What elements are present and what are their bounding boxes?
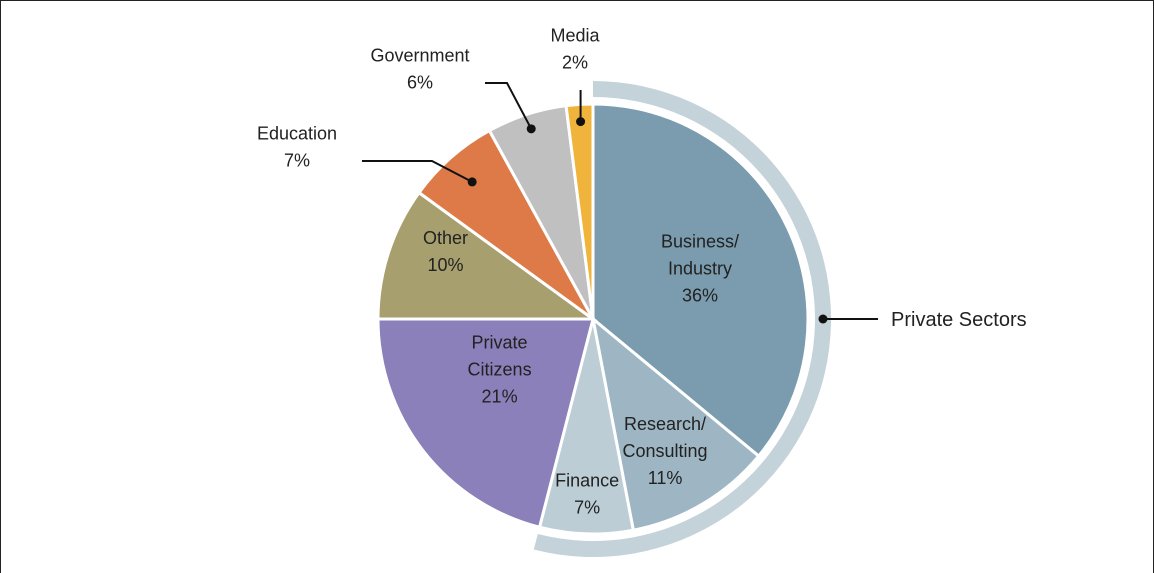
slice-media xyxy=(564,102,595,320)
label-business-industry: Business/Industry 36% xyxy=(661,232,739,306)
leader-layer xyxy=(362,82,878,324)
leader-dot-media xyxy=(576,117,586,127)
label-media: Media 2% xyxy=(550,26,600,73)
slice-research-consulting xyxy=(590,315,761,532)
label-private-citizens: Private Citizens 21% xyxy=(468,332,532,406)
label-government: Government 6% xyxy=(370,46,469,93)
leader-dot-government xyxy=(526,124,536,134)
leader-line-education xyxy=(362,160,473,183)
label-private-sectors: Private Sectors xyxy=(891,309,1027,331)
leader-dot-private-sectors xyxy=(818,314,828,324)
label-research-consulting: Research/Consulting 11% xyxy=(623,414,708,488)
slice-business-industry xyxy=(591,102,810,459)
label-other: Other 10% xyxy=(423,228,468,275)
slice-other xyxy=(376,190,598,321)
leader-line-government xyxy=(485,82,533,130)
label-education: Education 7% xyxy=(257,124,337,171)
leader-dot-education xyxy=(467,177,477,187)
label-finance: Finance 7% xyxy=(555,470,619,517)
label-layer: Business/Industry 36% Research/Consulting 1… xyxy=(257,26,1027,518)
slice-private-citizens xyxy=(376,317,595,530)
